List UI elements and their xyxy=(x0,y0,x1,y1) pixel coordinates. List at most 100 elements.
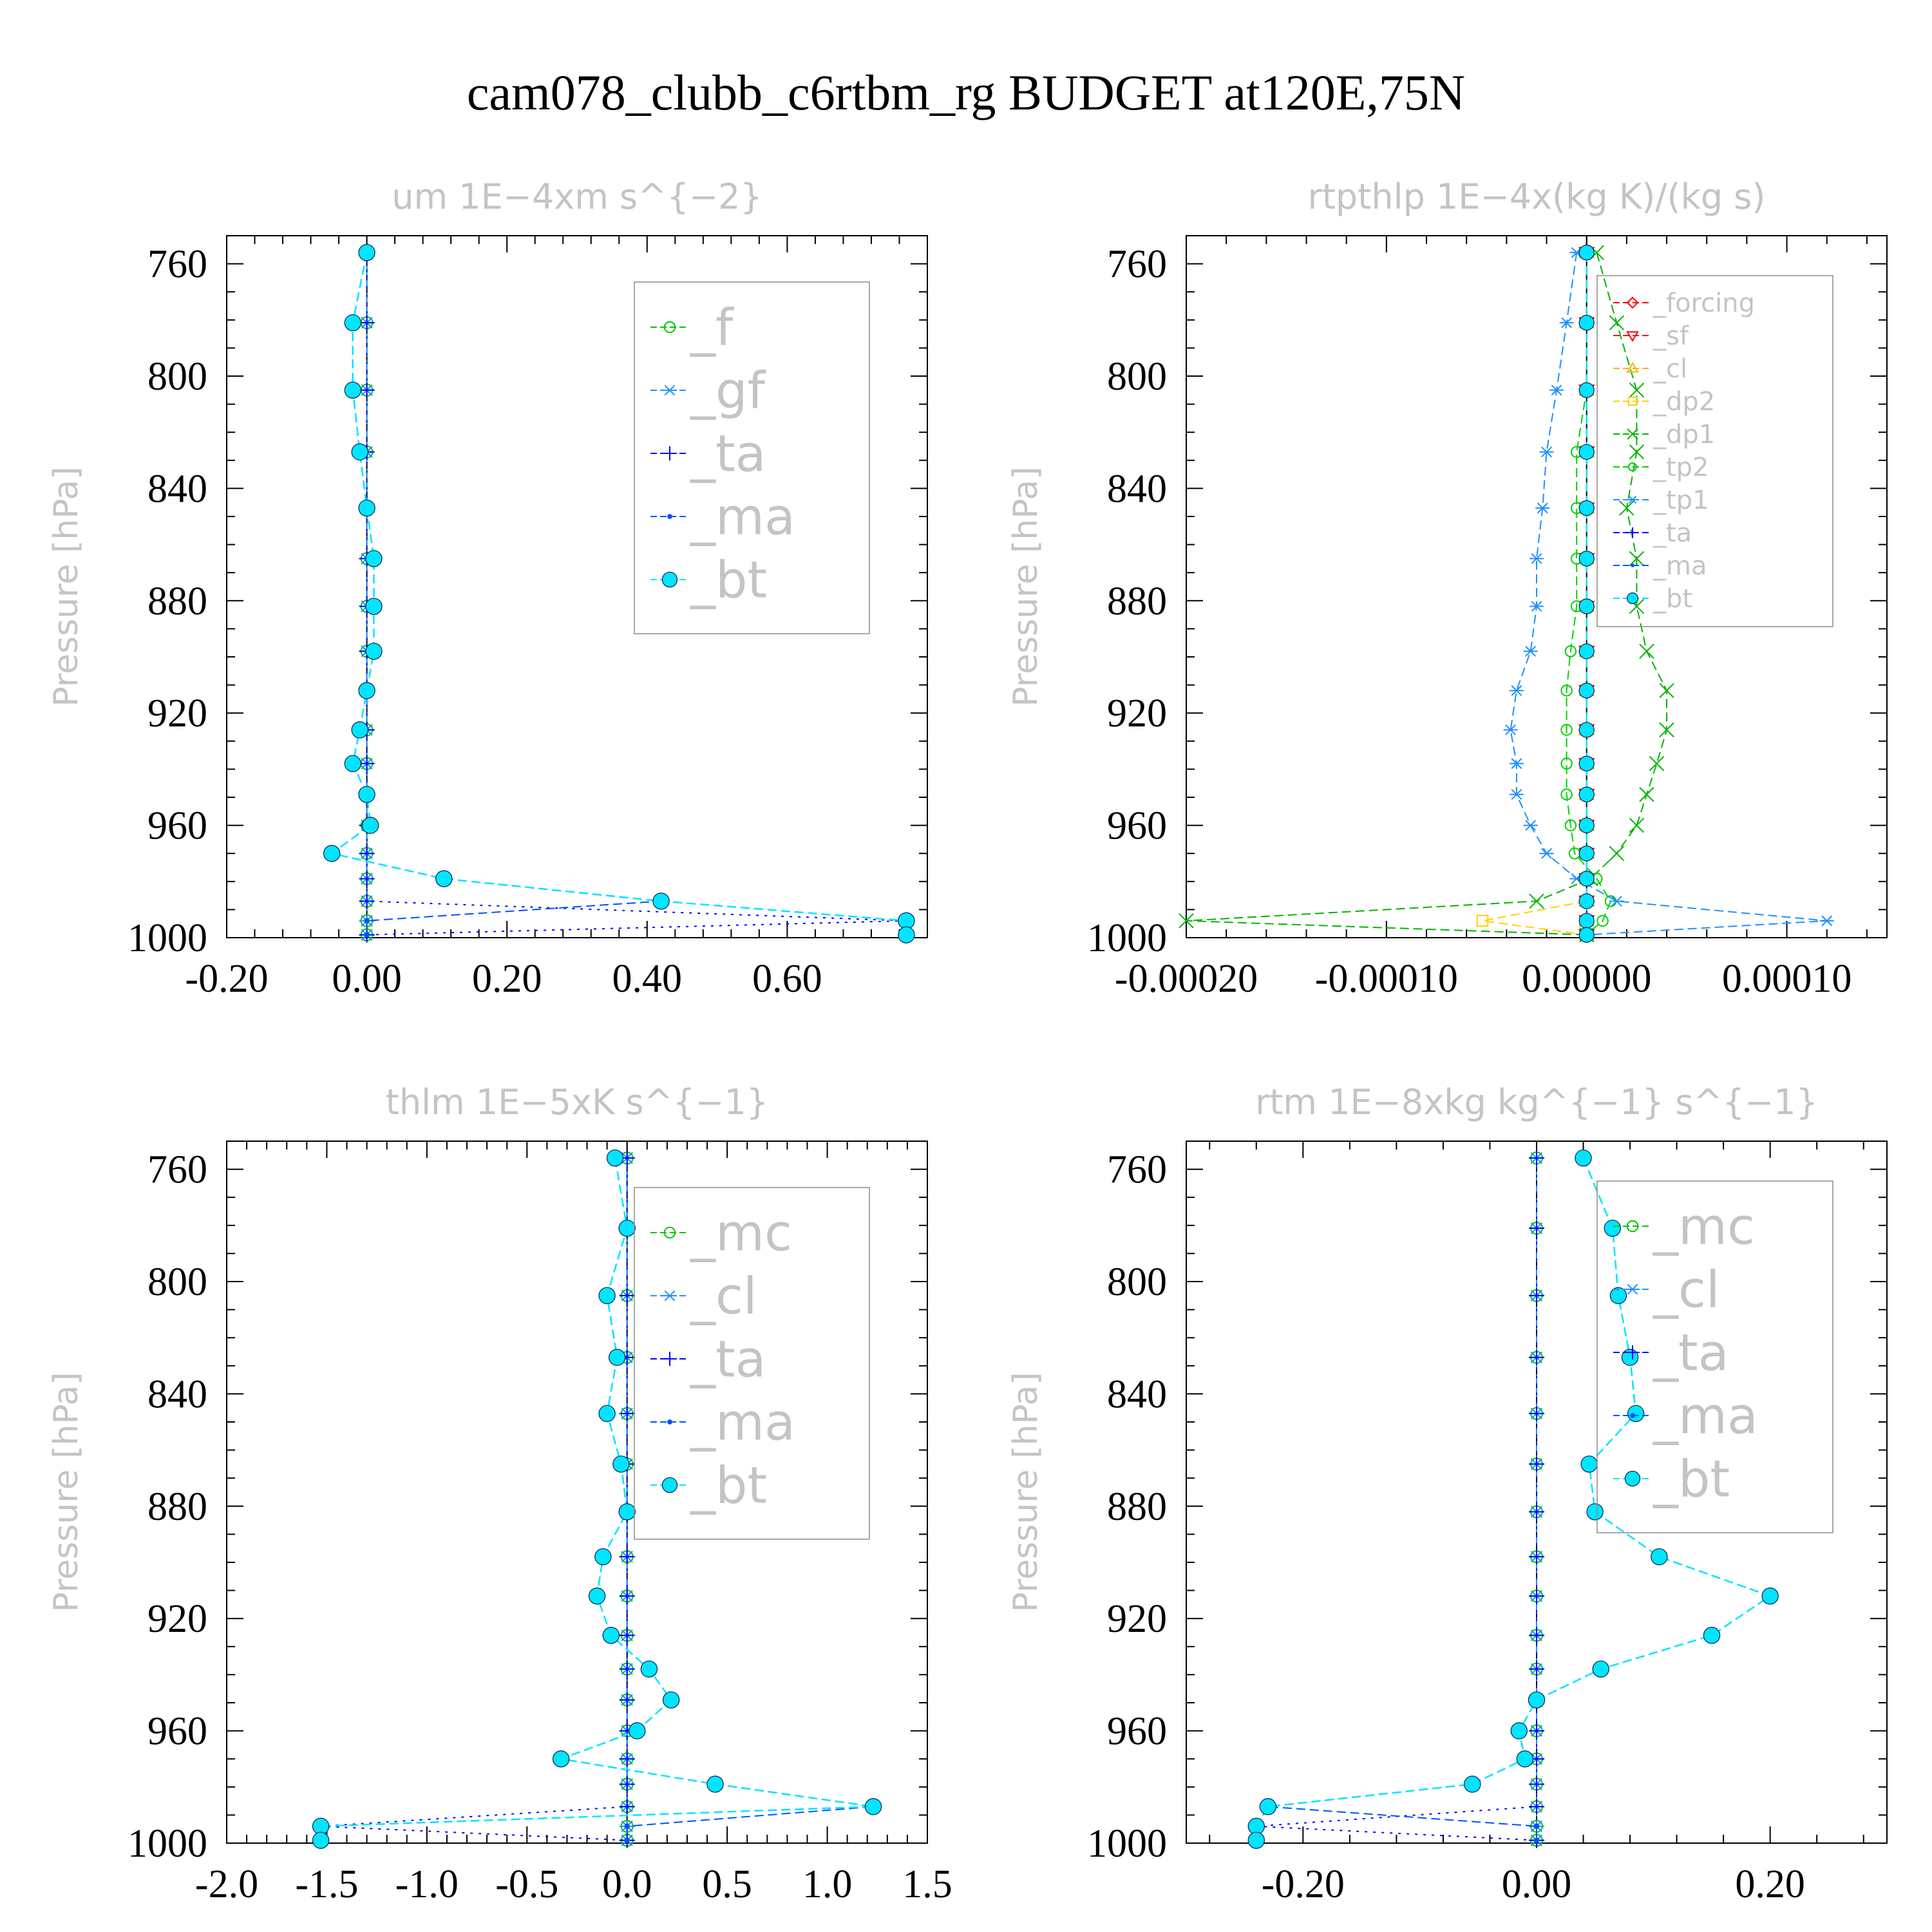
data-point xyxy=(358,243,375,261)
data-point xyxy=(606,1149,624,1167)
panel-title: rtm 1E−8xkg kg^{−1} s^{−1} xyxy=(1255,1082,1818,1122)
data-point xyxy=(598,1287,616,1305)
data-point xyxy=(1649,755,1665,772)
series-line xyxy=(330,252,661,935)
data-point xyxy=(359,315,375,331)
y-tick-label: 880 xyxy=(147,580,207,623)
data-point xyxy=(344,381,362,399)
series-line xyxy=(1510,252,1827,936)
data-point xyxy=(365,643,383,660)
y-axis-label: Pressure [hPa] xyxy=(47,1372,86,1613)
data-point xyxy=(864,1798,882,1815)
legend-label: _mc xyxy=(1653,1198,1755,1256)
data-point xyxy=(706,1776,724,1793)
series-tp1 xyxy=(1503,247,1834,941)
legend-swatch-marker xyxy=(1631,564,1634,567)
data-point xyxy=(1659,683,1674,699)
legend-label: _ta xyxy=(690,1331,766,1388)
legend-swatch-marker xyxy=(1626,1220,1639,1233)
x-tick-label: 0.60 xyxy=(752,957,822,1001)
data-point xyxy=(1596,914,1609,927)
data-point xyxy=(1559,317,1574,328)
legend-swatch-marker xyxy=(663,384,677,396)
data-point xyxy=(1575,1149,1592,1167)
legend-label: _ma xyxy=(690,1394,795,1452)
data-point xyxy=(358,499,375,517)
x-tick-label: -0.00010 xyxy=(1315,957,1458,1001)
legend-box xyxy=(1596,1180,1833,1533)
data-point xyxy=(323,844,341,862)
data-point xyxy=(1604,1219,1622,1237)
y-tick-label: 800 xyxy=(1107,1260,1167,1304)
data-point xyxy=(1609,315,1625,330)
legend-swatch-marker xyxy=(663,446,677,460)
data-point xyxy=(1629,444,1645,460)
legend-label: _ta xyxy=(690,425,766,483)
data-point xyxy=(1529,1504,1544,1520)
y-axis-label: Pressure [hPa] xyxy=(1007,1372,1045,1613)
x-tick-label: -0.00020 xyxy=(1115,957,1258,1001)
data-point xyxy=(619,1692,635,1708)
legend-swatch-marker xyxy=(1627,527,1638,538)
data-point xyxy=(1179,913,1194,929)
data-point xyxy=(588,1587,606,1605)
series-bt xyxy=(1247,1149,1779,1849)
legend-entry-tp1: _tp1 xyxy=(1613,486,1709,515)
series-line xyxy=(319,1157,874,1841)
y-tick-label: 760 xyxy=(147,1148,207,1192)
data-point xyxy=(1529,1776,1544,1792)
data-point xyxy=(365,598,383,615)
series-cl xyxy=(619,1152,635,1846)
data-point xyxy=(1578,551,1595,567)
data-point xyxy=(1539,446,1554,458)
series-dp1 xyxy=(1179,245,1674,943)
data-point xyxy=(1578,382,1595,398)
y-tick-label: 960 xyxy=(147,1710,207,1754)
legend-label: _forcing xyxy=(1653,289,1755,318)
series-ta xyxy=(1248,1150,1544,1848)
data-point xyxy=(1629,817,1645,833)
data-point xyxy=(619,1751,635,1767)
legend-box xyxy=(634,281,870,634)
data-point xyxy=(1529,1456,1544,1472)
legend-label: _cl xyxy=(690,1267,757,1325)
data-point xyxy=(1578,846,1595,862)
data-point xyxy=(619,1588,635,1604)
data-point xyxy=(359,871,375,887)
y-tick-label: 1000 xyxy=(1087,916,1167,960)
y-tick-label: 760 xyxy=(1107,243,1167,287)
data-point xyxy=(1516,1750,1534,1768)
data-point xyxy=(602,1627,620,1644)
y-axis-label: Pressure [hPa] xyxy=(1007,467,1045,707)
legend-swatch-marker xyxy=(1628,397,1637,406)
data-point xyxy=(594,1548,612,1566)
data-point xyxy=(652,893,670,910)
legend-entry-mc: _mc xyxy=(1613,1198,1755,1256)
y-tick-label: 920 xyxy=(147,692,207,735)
legend: _mc_cl_ta_ma_bt xyxy=(1596,1180,1833,1533)
data-point xyxy=(640,1660,658,1678)
panel-title: um 1E−4xm s^{−2} xyxy=(392,176,762,217)
data-point xyxy=(619,1287,635,1303)
y-tick-label: 880 xyxy=(1107,580,1167,623)
data-point xyxy=(1530,601,1544,612)
data-point xyxy=(598,1405,616,1423)
legend-label: _dp2 xyxy=(1653,387,1715,417)
chart-panel-1: 760 800 840 880 920 960 1000-0.20 0.00 0.20 0.40 0… xyxy=(47,176,928,1001)
data-point xyxy=(1476,914,1489,927)
x-tick-label: -0.5 xyxy=(495,1862,558,1906)
legend-entry-dp2: _dp2 xyxy=(1613,387,1715,417)
data-point xyxy=(344,314,362,332)
data-point xyxy=(1578,722,1595,738)
legend-label: _bt xyxy=(690,551,767,609)
data-point xyxy=(1509,758,1524,770)
legend-label: _ta xyxy=(1653,1324,1728,1382)
data-point xyxy=(1609,846,1625,861)
legend-swatch-marker xyxy=(1626,331,1639,342)
x-tick-label: 0.00010 xyxy=(1722,957,1852,1001)
data-point xyxy=(552,1750,570,1768)
data-point xyxy=(1578,315,1595,331)
data-point xyxy=(1510,1722,1528,1739)
x-tick-label: 0.00000 xyxy=(1522,957,1652,1001)
data-point xyxy=(1578,871,1595,887)
